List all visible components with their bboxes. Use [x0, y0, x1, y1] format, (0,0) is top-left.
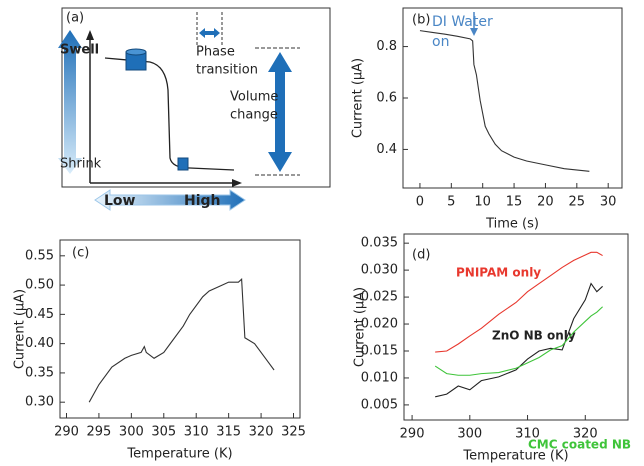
y-tick-label: 0.010: [361, 370, 398, 385]
phase-label: transition: [196, 63, 258, 78]
series-label: PNIPAM only: [456, 266, 541, 280]
shrink-label: Shrink: [60, 157, 102, 172]
panel-label: (a): [66, 11, 84, 26]
panel-a: (a) Swell Shrink Phase transition Volume…: [58, 7, 331, 211]
y-tick-label: 0.40: [25, 336, 54, 351]
x-tick-label: 300: [457, 427, 482, 442]
swell-shrink-arrow: [58, 30, 82, 174]
y-tick-label: 0.015: [361, 343, 398, 358]
x-tick-label: 310: [515, 427, 540, 442]
y-tick-label: 0.30: [25, 395, 54, 410]
series-label: ZnO NB only: [492, 329, 576, 343]
data-line: [419, 30, 590, 172]
panel-a-frame: [61, 7, 331, 188]
x-tick-label: 290: [54, 425, 79, 440]
y-axis-title: Current (μA): [353, 287, 368, 367]
y-axis-title: Current (μA): [351, 58, 366, 138]
shrunk-gel: [177, 157, 189, 171]
y-tick-label: 0.8: [376, 39, 397, 54]
phase-arrow: [199, 28, 220, 38]
x-tick-label: 15: [506, 195, 523, 210]
x-tick-label: 30: [600, 195, 617, 210]
swell-label: Swell: [60, 43, 99, 58]
x-axis-title: Time (s): [485, 217, 539, 232]
x-tick-label: 320: [249, 425, 274, 440]
y-tick-label: 0.025: [361, 290, 398, 305]
phase-label: Phase: [196, 45, 235, 60]
x-tick-label: 300: [119, 425, 144, 440]
arrow-head: [86, 30, 94, 40]
x-tick-label: 5: [447, 195, 455, 210]
arrow-head: [232, 179, 242, 187]
y-tick-label: 0.50: [25, 278, 54, 293]
x-tick-label: 305: [151, 425, 176, 440]
x-tick-label: 25: [569, 195, 586, 210]
swollen-gel: [125, 48, 147, 71]
panel-label: (b): [412, 13, 430, 28]
plot-frame: [59, 239, 301, 419]
y-tick-label: 0.005: [361, 397, 398, 412]
x-tick-label: 0: [416, 195, 424, 210]
y-tick-label: 0.030: [361, 263, 398, 278]
data-line: [88, 278, 275, 403]
x-tick-label: 20: [537, 195, 554, 210]
data-line: [435, 282, 603, 398]
data-line: [435, 251, 603, 353]
x-axis-title: Temperature (K): [462, 449, 568, 464]
y-tick-label: 0.020: [361, 317, 398, 332]
data-line: [434, 306, 603, 376]
temperature-arrow: [94, 189, 246, 211]
x-tick-label: 295: [87, 425, 112, 440]
y-tick-label: 0.35: [25, 365, 54, 380]
y-tick-label: 0.55: [25, 248, 54, 263]
y-axis-title: Current (μA): [13, 289, 28, 369]
y-tick-label: 0.6: [376, 91, 397, 106]
panel-label: (c): [72, 246, 89, 261]
low-label: Low: [104, 193, 136, 209]
x-tick-label: 325: [281, 425, 306, 440]
x-axis-title: Temperature (K): [126, 447, 232, 462]
annotation-arrow-head: [470, 28, 478, 36]
x-tick-label: 320: [573, 427, 598, 442]
x-tick-label: 290: [400, 427, 425, 442]
volume-arrow: [268, 52, 292, 172]
volume-label: change: [230, 108, 278, 123]
y-tick-label: 0.035: [361, 236, 398, 251]
panel-label: (d): [412, 248, 430, 263]
annotation: DI Water: [432, 14, 493, 30]
high-label: High: [184, 193, 221, 209]
plot-frame: [403, 233, 629, 421]
y-tick-label: 0.45: [25, 307, 54, 322]
x-tick-label: 310: [184, 425, 209, 440]
y-tick-label: 0.4: [376, 142, 397, 157]
volume-label: Volume: [230, 90, 278, 105]
series-label: CMC coated NB: [528, 438, 631, 452]
x-tick-label: 10: [474, 195, 491, 210]
x-tick-label: 315: [216, 425, 241, 440]
annotation: on: [432, 34, 449, 50]
